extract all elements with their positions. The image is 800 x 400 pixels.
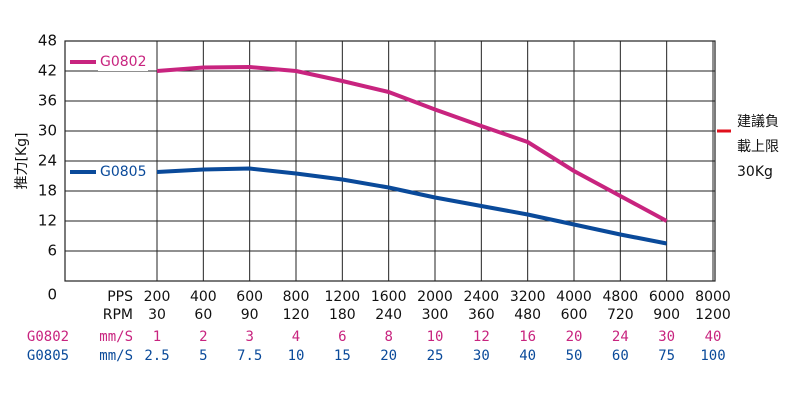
x-tick-label: 2000 <box>417 289 453 305</box>
x-tick-label: 600 <box>236 289 263 305</box>
speed-value: 30 <box>658 329 675 345</box>
speed-value: 20 <box>566 329 583 345</box>
speed-value: 8 <box>384 329 392 345</box>
x-tick-label: 800 <box>283 289 310 305</box>
speed-value: 75 <box>658 348 675 364</box>
speed-value: 15 <box>334 348 351 364</box>
series-line <box>156 166 668 246</box>
unit-label: mm/S <box>99 348 133 364</box>
rpm-label-value: 600 <box>561 307 588 323</box>
y-tick-label: 36 <box>38 92 57 110</box>
speed-value: 16 <box>519 329 536 345</box>
speed-value: 5 <box>199 348 207 364</box>
speed-value: 12 <box>473 329 490 345</box>
rpm-label-value: 180 <box>329 307 356 323</box>
speed-value: 100 <box>700 348 725 364</box>
speed-value: 20 <box>380 348 397 364</box>
legend-label: G0805 <box>100 164 146 180</box>
x-tick-label: 4800 <box>603 289 639 305</box>
rpm-label-value: 720 <box>607 307 634 323</box>
x-tick-label: 2400 <box>464 289 500 305</box>
x-tick-label: 1600 <box>371 289 407 305</box>
rpm-label-value: 240 <box>375 307 402 323</box>
speed-value: 2 <box>199 329 207 345</box>
pps-label: PPS <box>107 289 133 305</box>
speed-value: 7.5 <box>237 348 262 364</box>
limit-label: 建議負 <box>737 113 779 130</box>
legend-bg <box>98 53 148 71</box>
speed-value: 30 <box>473 348 490 364</box>
speed-value: 60 <box>612 348 629 364</box>
y-tick-label: 48 <box>38 32 57 50</box>
rpm-label-value: 360 <box>468 307 495 323</box>
y-tick-label: 6 <box>47 242 57 260</box>
speed-value: 24 <box>612 329 629 345</box>
speed-value: 4 <box>292 329 300 345</box>
y-tick-label: 18 <box>38 182 57 200</box>
speed-value: 10 <box>427 329 444 345</box>
rpm-label-value: 90 <box>241 307 259 323</box>
series-row-name: G0802 <box>27 329 69 345</box>
speed-value: 3 <box>245 329 253 345</box>
speed-value: 40 <box>705 329 722 345</box>
rpm-label-value: 480 <box>514 307 541 323</box>
rpm-label-value: 300 <box>422 307 449 323</box>
limit-label: 載上限 <box>737 139 779 155</box>
rpm-label-value: 1200 <box>695 307 731 323</box>
y-tick-label: 0 <box>47 286 57 304</box>
x-tick-label: 3200 <box>510 289 546 305</box>
rpm-label-value: 900 <box>653 307 680 323</box>
rpm-label-value: 30 <box>148 307 166 323</box>
limit-label: 30Kg <box>737 164 773 180</box>
speed-value: 10 <box>288 348 305 364</box>
legend-label: G0802 <box>100 54 146 70</box>
legend-bg <box>98 163 148 181</box>
x-tick-label: 1200 <box>325 289 361 305</box>
unit-label: mm/S <box>99 329 133 345</box>
x-tick-label: 4000 <box>556 289 592 305</box>
x-tick-label: 400 <box>190 289 217 305</box>
rpm-label-value: 60 <box>194 307 212 323</box>
y-tick-label: 24 <box>38 152 57 170</box>
speed-value: 50 <box>566 348 583 364</box>
y-tick-label: 42 <box>38 62 57 80</box>
y-axis-label: 推力[Kg] <box>14 133 30 190</box>
rpm-label-value: 120 <box>283 307 310 323</box>
x-tick-label: 200 <box>144 289 171 305</box>
x-tick-label: 6000 <box>649 289 685 305</box>
series-line <box>156 65 668 223</box>
speed-value: 40 <box>519 348 536 364</box>
series-row-name: G0805 <box>27 348 69 364</box>
y-tick-label: 12 <box>38 212 57 230</box>
speed-value: 1 <box>153 329 161 345</box>
rpm-label: RPM <box>103 307 133 323</box>
speed-value: 25 <box>427 348 444 364</box>
speed-value: 2.5 <box>144 348 169 364</box>
x-tick-label: 8000 <box>695 289 731 305</box>
speed-value: 6 <box>338 329 346 345</box>
y-tick-label: 30 <box>38 122 57 140</box>
